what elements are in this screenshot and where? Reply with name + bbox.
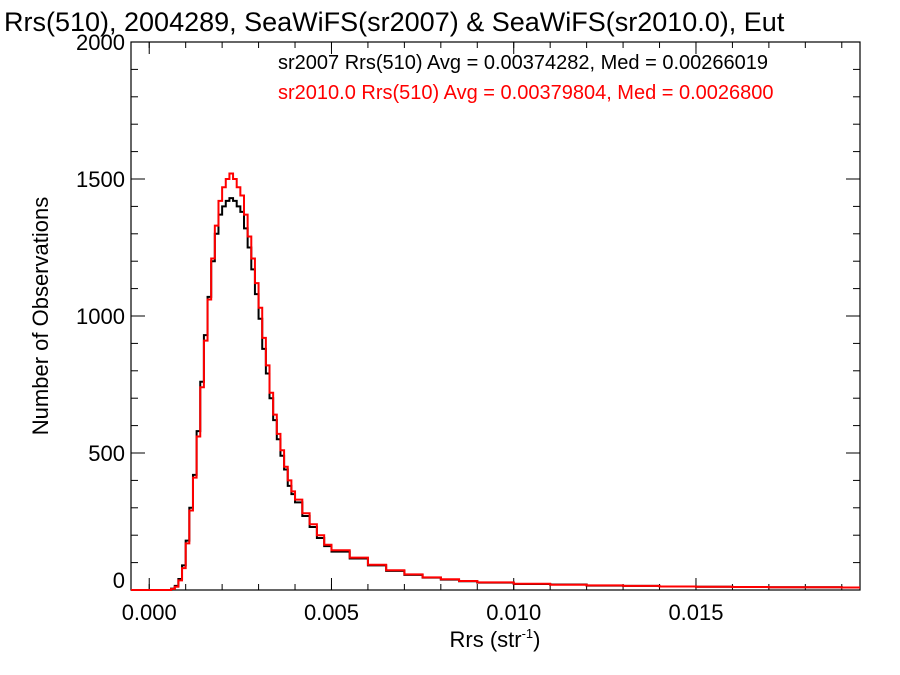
series-line-sr2007 (131, 197, 860, 591)
y-tick-label: 2000 (76, 30, 125, 55)
x-axis-label: Rrs (str-1) (450, 626, 541, 652)
annotation-sr2010: sr2010.0 Rrs(510) Avg = 0.00379804, Med … (278, 82, 774, 104)
y-axis-label: Number of Observations (28, 197, 53, 435)
chart-title: Rrs(510), 2004289, SeaWiFS(sr2007) & Sea… (4, 7, 785, 37)
y-axis-tick-labels: 0 500 1000 1500 2000 (76, 30, 125, 593)
x-tick-label: 0.005 (304, 600, 359, 625)
series-line-sr2010 (131, 172, 860, 591)
x-tick-label: 0.000 (122, 600, 177, 625)
series-group (131, 172, 860, 591)
x-axis-ticks (148, 42, 843, 590)
x-tick-label: 0.015 (668, 600, 723, 625)
plot-frame (130, 41, 861, 591)
y-tick-label: 0 (113, 568, 125, 593)
y-tick-label: 1000 (76, 304, 125, 329)
y-tick-label: 1500 (76, 167, 125, 192)
annotation-sr2007: sr2007 Rrs(510) Avg = 0.00374282, Med = … (278, 52, 768, 74)
y-tick-label: 500 (88, 441, 125, 466)
x-tick-label: 0.010 (486, 600, 541, 625)
x-axis-tick-labels: 0.000 0.005 0.010 0.015 (122, 600, 724, 625)
y-axis-ticks (131, 41, 860, 591)
